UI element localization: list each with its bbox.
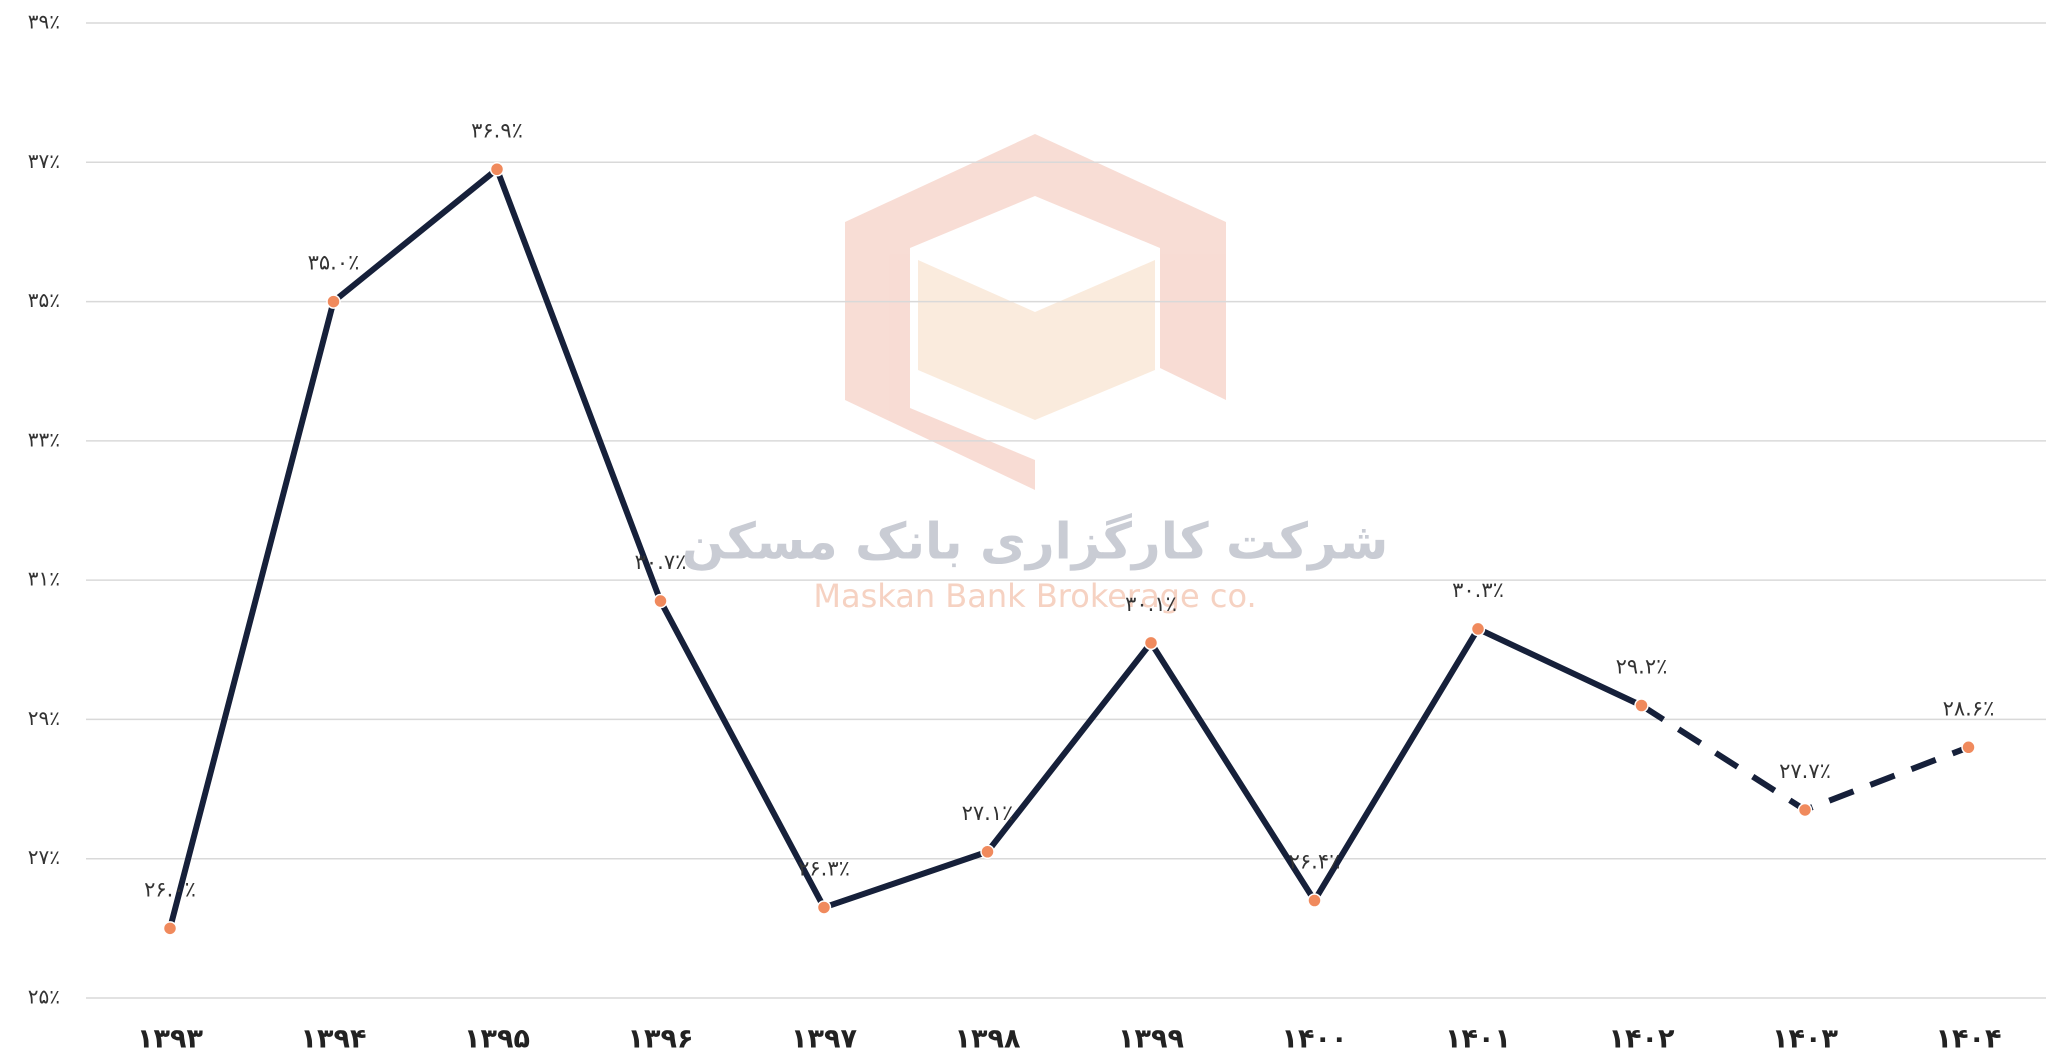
marker [1470,621,1486,637]
y-tick-label: ۳۱٪ [28,567,60,591]
marker [816,900,832,915]
value-label: ۳۰.۷٪ [635,550,687,574]
y-tick-label: ۲۷٪ [28,845,60,869]
x-tick-label: ۱۳۹۳ [137,1024,203,1055]
watermark-subtitle: Maskan Bank Brokerage co. [813,577,1256,615]
x-tick-label: ۱۴۰۳ [1772,1024,1838,1055]
value-label: ۲۷.۷٪ [1779,759,1831,783]
y-tick-label: ۳۳٪ [28,427,60,451]
marker [489,162,505,177]
marker [1797,802,1813,818]
x-tick-label: ۱۳۹۹ [1118,1024,1184,1055]
x-tick-label: ۱۴۰۰ [1282,1024,1348,1055]
marker [326,294,341,309]
marker [980,844,995,859]
dashed-line [1639,702,1970,813]
value-label: ۲۶.۰٪ [144,877,196,901]
marker [1307,893,1322,908]
marker [1961,740,1976,755]
value-label: ۲۶.۳٪ [798,856,850,880]
marker [1634,698,1649,713]
value-label: ۲۸.۶٪ [1943,696,1995,720]
x-tick-label: ۱۴۰۲ [1609,1024,1675,1055]
x-tick-label: ۱۳۹۵ [464,1024,530,1055]
marker [653,593,668,609]
y-tick-label: ۳۹٪ [28,10,60,34]
y-tick-label: ۲۵٪ [28,985,60,1009]
x-tick-label: ۱۳۹۴ [301,1024,367,1055]
x-tick-label: ۱۴۰۴ [1936,1024,2002,1055]
line [167,166,1643,930]
value-label: ۳۶.۹٪ [471,118,523,142]
x-tick-label: ۱۴۰۱ [1445,1024,1511,1055]
value-label: ۲۶.۴٪ [1289,850,1341,874]
x-tick-label: ۱۳۹۷ [791,1024,857,1055]
x-tick-label: ۱۳۹۶ [628,1024,694,1055]
y-tick-label: ۳۷٪ [28,149,60,173]
watermark-title: شرکت کارگزاری بانک مسکن [682,513,1389,572]
value-label: ۳۰.۱٪ [1125,592,1177,616]
value-label: ۲۹.۲٪ [1616,655,1668,679]
y-tick-label: ۲۹٪ [28,706,60,730]
value-label: ۲۷.۱٪ [962,801,1014,825]
y-tick-label: ۳۵٪ [28,288,60,312]
marker [162,921,178,936]
value-label: ۳۵.۰٪ [308,251,360,275]
value-label: ۳۰.۳٪ [1452,578,1504,602]
marker [1143,635,1159,651]
x-tick-label: ۱۳۹۸ [955,1024,1021,1055]
watermark-logo [845,134,1226,490]
